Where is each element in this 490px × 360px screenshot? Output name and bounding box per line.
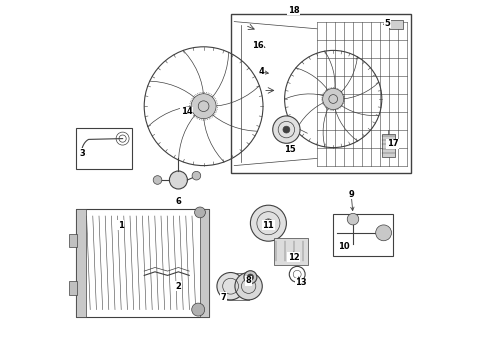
Text: 16: 16	[252, 40, 264, 49]
Text: 5: 5	[384, 19, 390, 28]
Text: 11: 11	[263, 220, 274, 230]
Circle shape	[273, 116, 300, 143]
Text: 18: 18	[288, 5, 299, 14]
Text: 10: 10	[338, 242, 350, 251]
Text: 3: 3	[79, 149, 85, 158]
Bar	[231, 14, 411, 173]
Text: 14: 14	[181, 107, 193, 116]
Text: 13: 13	[295, 278, 307, 287]
Circle shape	[192, 303, 205, 316]
Bar	[76, 209, 86, 317]
Bar	[200, 209, 209, 317]
Circle shape	[191, 94, 216, 119]
Circle shape	[250, 205, 286, 241]
Text: 7: 7	[220, 292, 226, 302]
Circle shape	[244, 271, 257, 284]
Bar	[382, 134, 395, 157]
Circle shape	[322, 89, 344, 109]
Circle shape	[192, 171, 201, 180]
Circle shape	[264, 219, 273, 228]
Circle shape	[217, 273, 245, 300]
Bar	[389, 20, 403, 29]
Text: 1: 1	[118, 220, 124, 230]
Text: 6: 6	[175, 197, 181, 206]
Circle shape	[195, 207, 205, 218]
Text: 2: 2	[175, 282, 181, 291]
Circle shape	[347, 213, 359, 225]
Circle shape	[376, 225, 392, 241]
Text: 17: 17	[387, 139, 398, 148]
Text: 12: 12	[288, 253, 299, 262]
Bar	[69, 281, 76, 295]
Circle shape	[235, 273, 262, 300]
Bar	[69, 234, 76, 247]
Circle shape	[283, 126, 290, 133]
Bar	[76, 128, 132, 169]
Bar	[227, 273, 248, 300]
Circle shape	[170, 171, 187, 189]
Text: 9: 9	[348, 190, 354, 199]
Bar	[76, 209, 209, 317]
Circle shape	[153, 176, 162, 184]
Bar	[274, 238, 308, 265]
Text: 4: 4	[258, 68, 264, 77]
Circle shape	[247, 274, 254, 280]
Bar	[333, 214, 392, 256]
Text: 8: 8	[245, 276, 251, 285]
Text: 15: 15	[284, 145, 296, 154]
